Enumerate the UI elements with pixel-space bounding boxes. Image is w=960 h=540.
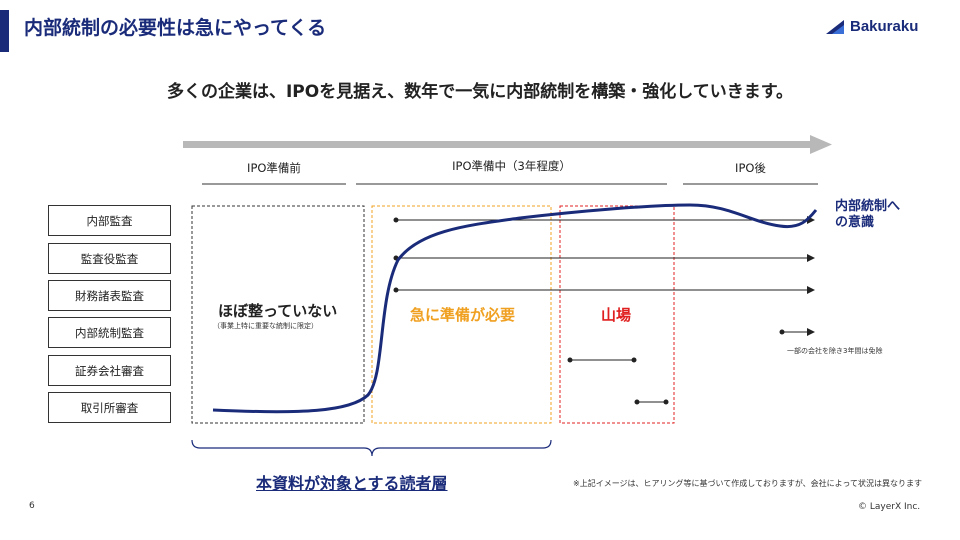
- page-title: 内部統制の必要性は急にやってくる: [24, 17, 327, 39]
- row-line-ic-audit: [779, 328, 815, 336]
- phase-label-during: IPO準備中（3年程度）: [452, 159, 571, 173]
- exemption-note: 一部の会社を除き3年間は免除: [787, 347, 883, 355]
- curve-label: 内部統制へ の意識: [835, 199, 900, 231]
- curve-label-line1: 内部統制へ: [835, 199, 901, 214]
- row-line-internal-audit: [393, 216, 815, 224]
- page-number: 6: [29, 501, 35, 511]
- timeline-arrow: [183, 135, 832, 154]
- zone-urgent-title: 急に準備が必要: [410, 306, 516, 324]
- phase-label-pre: IPO準備前: [247, 161, 301, 175]
- row-label-exchange-review: 取引所審査: [48, 392, 171, 423]
- row-line-securities-review: [567, 357, 637, 363]
- disclaimer: ※上記イメージは、ヒアリング等に基づいて作成しておりますが、会社によって状況は異…: [573, 479, 923, 488]
- title-accent-bar: [0, 10, 9, 52]
- row-label-financial-audit: 財務諸表監査: [48, 280, 171, 311]
- zone-pre-title: ほぼ整っていない: [218, 302, 338, 320]
- row-label-securities-review: 証券会社審査: [48, 355, 171, 386]
- zone-urgent-box: [371, 205, 552, 424]
- subtitle: 多くの企業は、IPOを見据え、数年で一気に内部統制を構築・強化していきます。: [166, 82, 794, 102]
- bakuraku-triangle-icon: [826, 19, 844, 34]
- target-reader-label: 本資料が対象とする読者層: [256, 474, 448, 493]
- row-line-exchange-review: [634, 399, 669, 405]
- zone-peak-box: [559, 205, 675, 424]
- row-line-financial-audit: [393, 286, 815, 294]
- row-line-auditor-audit: [393, 254, 815, 262]
- logo-text: Bakuraku: [850, 18, 919, 35]
- awareness-curve: [212, 203, 818, 414]
- curve-label-line2: の意識: [835, 215, 875, 230]
- row-label-auditor-audit: 監査役監査: [48, 243, 171, 274]
- phase-label-post: IPO後: [735, 161, 766, 175]
- zone-pre-note: （事業上特に重要な統制に限定）: [213, 322, 318, 330]
- target-range-brace: [191, 439, 552, 457]
- row-label-internal-audit: 内部監査: [48, 205, 171, 236]
- zone-peak-title: 山場: [601, 306, 632, 324]
- copyright: © LayerX Inc.: [858, 502, 921, 512]
- zone-pre-box: [191, 205, 365, 424]
- row-label-ic-audit: 内部統制監査: [48, 317, 171, 348]
- brand-logo: Bakuraku: [826, 18, 918, 35]
